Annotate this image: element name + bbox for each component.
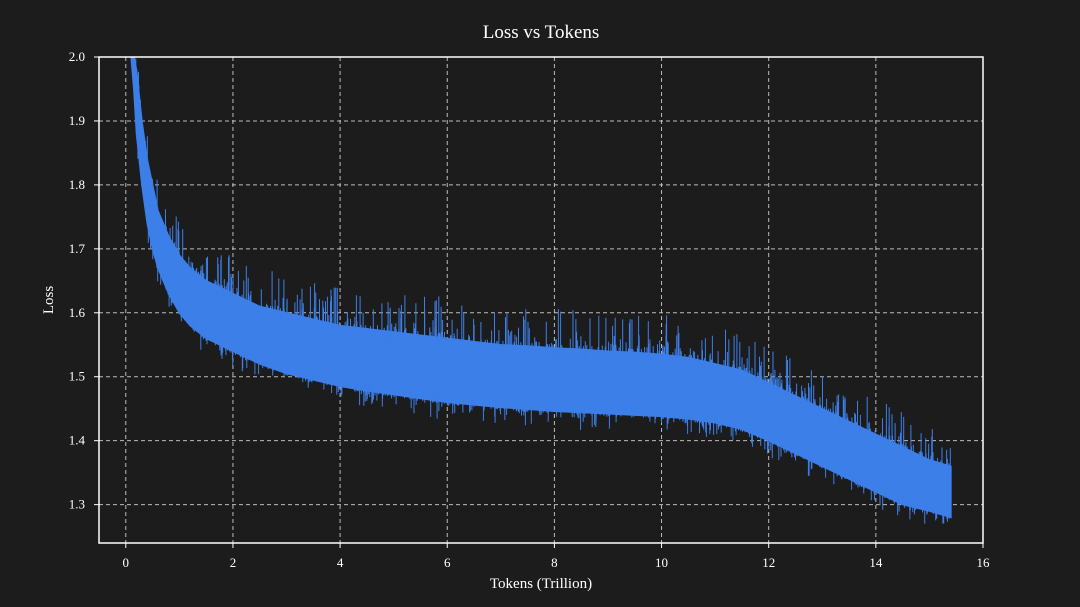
x-tick-label: 10 (655, 555, 668, 570)
series-layer (130, 57, 952, 524)
y-tick-label: 2.0 (69, 49, 85, 64)
plot-frame (98, 56, 984, 544)
x-tick-label: 4 (337, 555, 344, 570)
x-tick-label: 14 (869, 555, 883, 570)
loss-band (130, 57, 952, 519)
x-tick-label: 8 (551, 555, 558, 570)
y-axis-label: Loss (41, 286, 57, 315)
y-tick-label: 1.4 (69, 433, 86, 448)
y-tick-label: 1.9 (69, 113, 85, 128)
tick-layer: 0 2 4 6 8 10 12 14 16 1.3 1.4 1.5 1.6 1.7 1.8 1.9 2.0 (69, 49, 990, 570)
y-tick-label: 1.8 (69, 177, 85, 192)
chart-title: Loss vs Tokens (483, 22, 600, 43)
x-tick-label: 16 (977, 555, 991, 570)
x-tick-label: 0 (123, 555, 130, 570)
x-axis-label: Tokens (Trillion) (490, 576, 592, 592)
loss-series (130, 57, 952, 524)
x-tick-label: 2 (230, 555, 237, 570)
x-tick-label: 6 (444, 555, 451, 570)
loss-noise-spikes (131, 57, 951, 524)
x-tick-label: 12 (762, 555, 775, 570)
y-tick-label: 1.3 (69, 497, 85, 512)
y-tick-label: 1.6 (69, 305, 86, 320)
y-tick-label: 1.5 (69, 369, 85, 384)
y-tick-label: 1.7 (69, 241, 86, 256)
